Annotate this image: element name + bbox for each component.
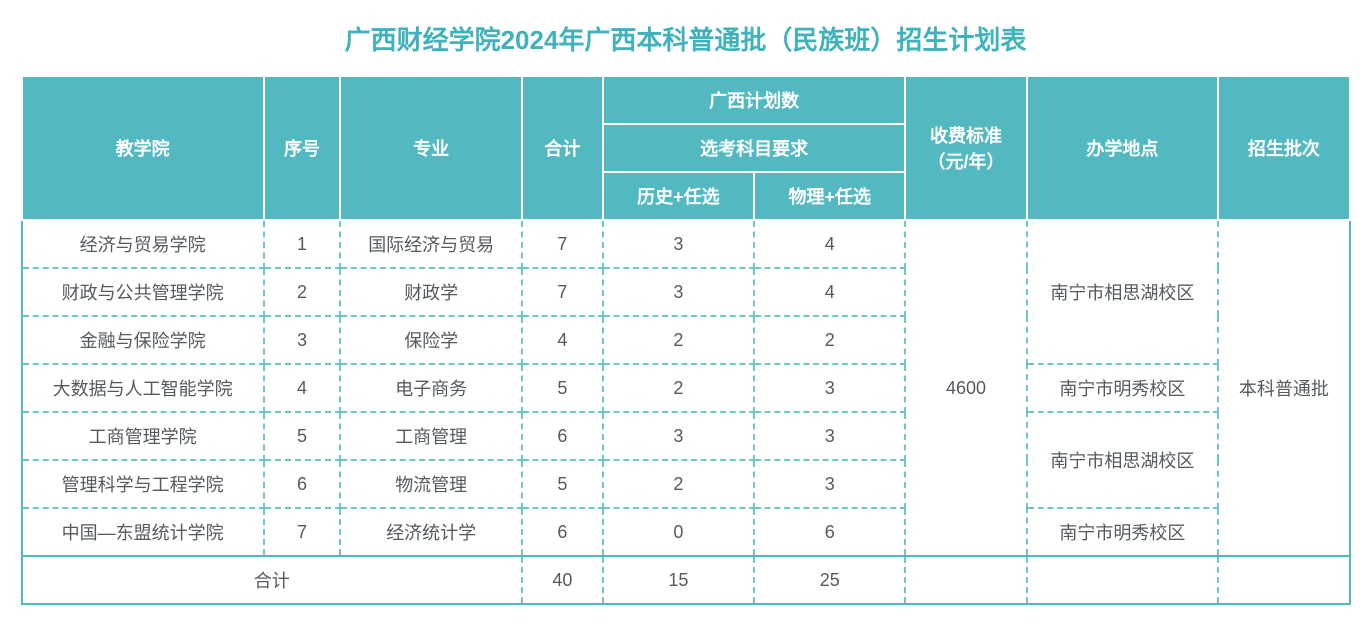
cell-major: 物流管理 (340, 460, 522, 508)
enrollment-table: 教学院 序号 专业 合计 广西计划数 收费标准（元/年） 办学地点 招生批次 选… (21, 75, 1351, 605)
footer-empty-fee (905, 556, 1026, 604)
footer-empty-batch (1218, 556, 1349, 604)
cell-major: 国际经济与贸易 (340, 220, 522, 268)
cell-location: 南宁市明秀校区 (1027, 508, 1219, 556)
cell-location: 南宁市相思湖校区 (1027, 220, 1219, 364)
cell-total: 5 (522, 364, 603, 412)
footer-empty-loc (1027, 556, 1219, 604)
table-row: 经济与贸易学院1国际经济与贸易7344600南宁市相思湖校区本科普通批 (22, 220, 1350, 268)
cell-index: 4 (264, 364, 341, 412)
cell-total: 4 (522, 316, 603, 364)
cell-major: 工商管理 (340, 412, 522, 460)
header-subject-req: 选考科目要求 (603, 124, 906, 172)
cell-physics: 4 (754, 268, 905, 316)
cell-history: 2 (603, 460, 754, 508)
cell-index: 3 (264, 316, 341, 364)
header-school: 教学院 (22, 76, 264, 220)
header-physics: 物理+任选 (754, 172, 905, 220)
table-row: 中国—东盟统计学院7经济统计学606南宁市明秀校区 (22, 508, 1350, 556)
header-major: 专业 (340, 76, 522, 220)
cell-fee: 4600 (905, 220, 1026, 556)
cell-history: 3 (603, 220, 754, 268)
cell-major: 电子商务 (340, 364, 522, 412)
header-gx-plan: 广西计划数 (603, 76, 906, 124)
cell-history: 3 (603, 268, 754, 316)
cell-index: 6 (264, 460, 341, 508)
cell-school: 工商管理学院 (22, 412, 264, 460)
header-fee: 收费标准（元/年） (905, 76, 1026, 220)
table-footer-row: 合计401525 (22, 556, 1350, 604)
cell-location: 南宁市明秀校区 (1027, 364, 1219, 412)
cell-physics: 6 (754, 508, 905, 556)
cell-total: 7 (522, 220, 603, 268)
header-location: 办学地点 (1027, 76, 1219, 220)
cell-major: 财政学 (340, 268, 522, 316)
cell-total: 7 (522, 268, 603, 316)
cell-index: 1 (264, 220, 341, 268)
cell-index: 2 (264, 268, 341, 316)
footer-label: 合计 (22, 556, 523, 604)
footer-physics: 25 (754, 556, 905, 604)
cell-physics: 2 (754, 316, 905, 364)
cell-total: 6 (522, 412, 603, 460)
header-history: 历史+任选 (603, 172, 754, 220)
cell-school: 财政与公共管理学院 (22, 268, 264, 316)
cell-school: 金融与保险学院 (22, 316, 264, 364)
table-row: 大数据与人工智能学院4电子商务523 南宁市明秀校区 (22, 364, 1350, 412)
cell-history: 2 (603, 364, 754, 412)
cell-index: 5 (264, 412, 341, 460)
table-row: 工商管理学院5工商管理633南宁市相思湖校区 (22, 412, 1350, 460)
page-title: 广西财经学院2024年广西本科普通批（民族班）招生计划表 (20, 20, 1351, 57)
cell-major: 保险学 (340, 316, 522, 364)
cell-physics: 3 (754, 412, 905, 460)
cell-major: 经济统计学 (340, 508, 522, 556)
header-batch: 招生批次 (1218, 76, 1349, 220)
header-index: 序号 (264, 76, 341, 220)
header-total: 合计 (522, 76, 603, 220)
cell-total: 5 (522, 460, 603, 508)
cell-school: 中国—东盟统计学院 (22, 508, 264, 556)
cell-physics: 4 (754, 220, 905, 268)
cell-history: 2 (603, 316, 754, 364)
footer-total: 40 (522, 556, 603, 604)
cell-index: 7 (264, 508, 341, 556)
cell-school: 大数据与人工智能学院 (22, 364, 264, 412)
cell-history: 0 (603, 508, 754, 556)
cell-school: 经济与贸易学院 (22, 220, 264, 268)
cell-location: 南宁市相思湖校区 (1027, 412, 1219, 508)
cell-physics: 3 (754, 364, 905, 412)
footer-history: 15 (603, 556, 754, 604)
cell-batch: 本科普通批 (1218, 220, 1349, 556)
cell-physics: 3 (754, 460, 905, 508)
cell-school: 管理科学与工程学院 (22, 460, 264, 508)
cell-total: 6 (522, 508, 603, 556)
cell-history: 3 (603, 412, 754, 460)
